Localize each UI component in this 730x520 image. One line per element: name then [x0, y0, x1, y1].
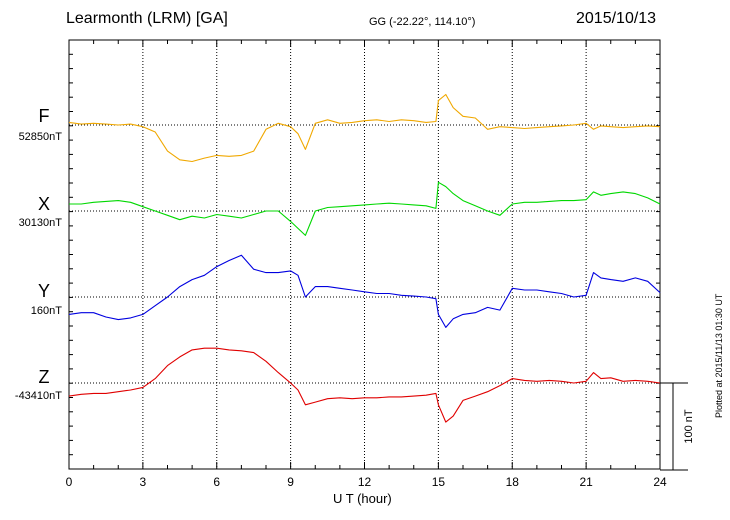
x-tick-label: 18: [506, 475, 520, 489]
series-lines: [68, 93, 661, 423]
series-line-f: [68, 93, 661, 163]
x-tick-label: 15: [432, 475, 446, 489]
series-label-x: X: [37, 194, 50, 214]
x-tick-label: 12: [358, 475, 372, 489]
x-tick-label: 0: [66, 475, 73, 489]
scale-bar: 100 nT: [660, 382, 695, 471]
axis-ticks: [68, 39, 661, 469]
chart-title: Learmonth (LRM) [GA]: [66, 10, 228, 27]
grid-lines: [69, 40, 660, 469]
series-baseline-z: -43410nT: [14, 390, 62, 402]
x-tick-label: 6: [213, 475, 220, 489]
x-tick-label: 9: [287, 475, 294, 489]
series-label-z: Z: [38, 367, 50, 387]
x-tick-label: 24: [653, 475, 667, 489]
plot-frame: [68, 39, 661, 470]
series-label-y: Y: [37, 281, 50, 301]
x-tick-label: 21: [579, 475, 593, 489]
series-baseline-f: 52850nT: [18, 131, 62, 143]
x-tick-label: 3: [140, 475, 147, 489]
series-label-f: F: [38, 106, 50, 126]
chart-date: 2015/10/13: [576, 10, 657, 27]
x-axis-label: U T (hour): [333, 491, 392, 506]
plotted-timestamp: Plotted at 2015/11/13 01:30 UT: [714, 293, 724, 418]
series-line-y: [68, 254, 661, 328]
station-coordinates: GG (-22.22°, 114.10°): [369, 16, 476, 28]
series-line-z: [68, 347, 661, 423]
series-baseline-y: 160nT: [30, 305, 62, 317]
x-tick-labels: 0 3 6 9 12 15 18 21 24: [66, 475, 667, 489]
series-line-x: [69, 181, 661, 236]
scale-bar-label: 100 nT: [683, 409, 695, 444]
series-baseline-x: 30130nT: [18, 217, 62, 229]
